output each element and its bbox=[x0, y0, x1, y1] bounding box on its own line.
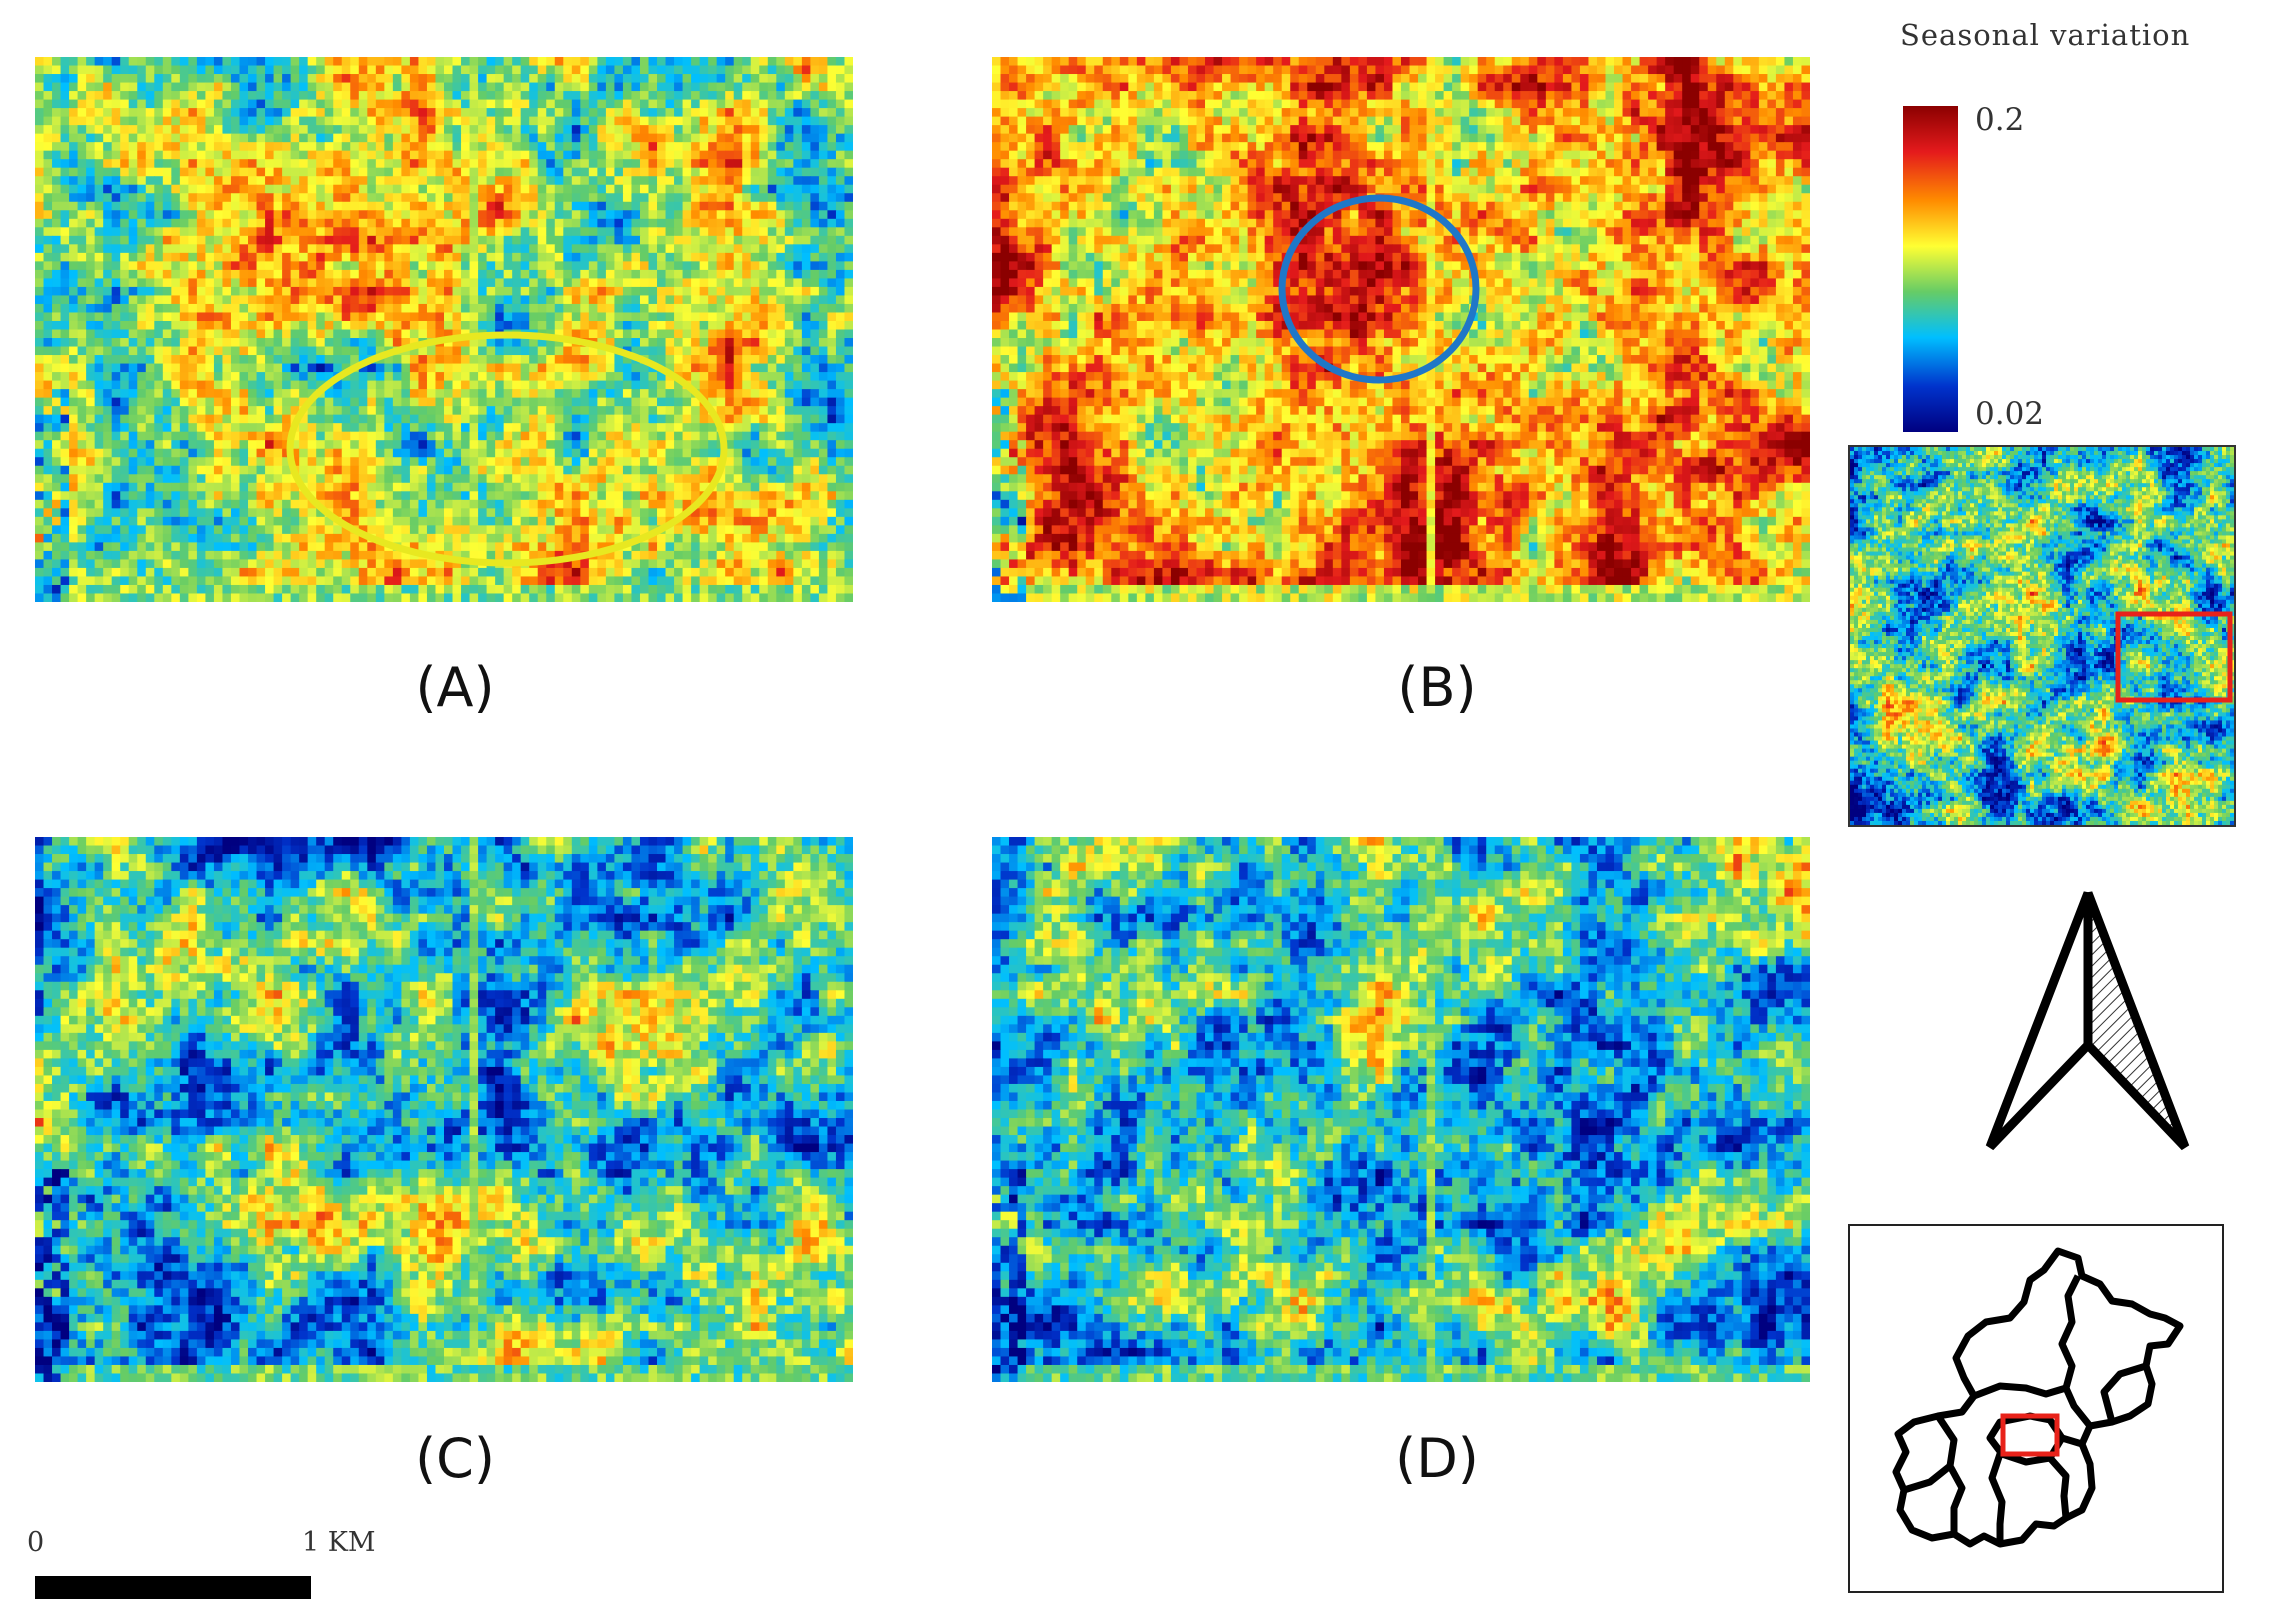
scale-end-label: 1 KM bbox=[302, 1527, 376, 1558]
map-panel-b bbox=[992, 57, 1810, 602]
north-arrow-icon bbox=[1985, 891, 2190, 1151]
overview-raster bbox=[1850, 447, 2234, 825]
raster-b bbox=[992, 57, 1810, 602]
scale-bar bbox=[35, 1576, 311, 1599]
locator-study-area-box bbox=[2000, 1413, 2060, 1457]
raster-c bbox=[35, 837, 853, 1382]
raster-d bbox=[992, 837, 1810, 1382]
panel-label-b: (B) bbox=[1337, 656, 1537, 719]
district-boundaries bbox=[1892, 1247, 2184, 1548]
legend-title: Seasonal variation bbox=[1900, 18, 2190, 52]
overview-extent-box bbox=[2115, 611, 2233, 703]
raster-a bbox=[35, 57, 853, 602]
legend-colorbar bbox=[1903, 106, 1958, 432]
locator-map bbox=[1848, 1224, 2224, 1593]
legend-max-label: 0.2 bbox=[1975, 102, 2024, 138]
map-panel-d bbox=[992, 837, 1810, 1382]
scale-start-label: 0 bbox=[27, 1527, 44, 1558]
overview-map bbox=[1848, 445, 2236, 827]
panel-label-c: (C) bbox=[355, 1427, 555, 1490]
map-panel-a bbox=[35, 57, 853, 602]
legend-min-label: 0.02 bbox=[1975, 396, 2044, 432]
panel-label-a: (A) bbox=[355, 656, 555, 719]
map-panel-c bbox=[35, 837, 853, 1382]
panel-label-d: (D) bbox=[1337, 1427, 1537, 1490]
highlight-ellipse bbox=[286, 331, 728, 567]
highlight-circle bbox=[1278, 194, 1480, 384]
